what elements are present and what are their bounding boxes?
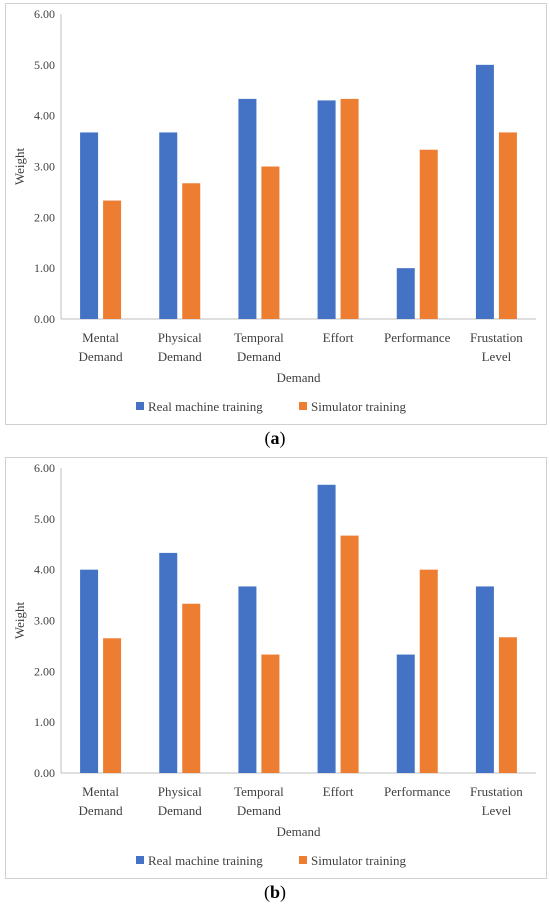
y-tick-label: 0.00 bbox=[34, 766, 55, 780]
x-tick-label: Temporal bbox=[234, 784, 284, 799]
x-tick-label: Frustation bbox=[470, 784, 523, 799]
bar-chart-a: 0.00 1.00 2.00 3.00 4.00 5.00 6.00 Weight Mental… bbox=[12, 7, 536, 414]
y-axis-title: Weight bbox=[12, 602, 27, 640]
y-tick-label: 6.00 bbox=[34, 461, 55, 475]
y-tick-label: 6.00 bbox=[34, 7, 55, 21]
y-tick-label: 1.00 bbox=[34, 261, 55, 275]
y-tick-label: 1.00 bbox=[34, 715, 55, 729]
bar bbox=[238, 98, 257, 320]
x-tick-label: Mental bbox=[82, 784, 119, 799]
y-tick-label: 4.00 bbox=[34, 563, 55, 577]
bar bbox=[475, 64, 494, 319]
y-tick-label: 5.00 bbox=[34, 512, 55, 526]
bar bbox=[419, 569, 438, 773]
legend-label: Simulator training bbox=[311, 399, 406, 414]
x-tick-label: Demand bbox=[158, 349, 203, 364]
x-tick-label: Performance bbox=[384, 330, 451, 345]
y-tick-label: 5.00 bbox=[34, 58, 55, 72]
bar-chart-b: 0.00 1.00 2.00 3.00 4.00 5.00 6.00 Weight Mental… bbox=[12, 461, 536, 868]
bar bbox=[238, 586, 257, 773]
x-tick-label: Level bbox=[482, 803, 512, 818]
bar bbox=[261, 166, 280, 319]
bar bbox=[396, 654, 415, 773]
x-tick-label: Level bbox=[482, 349, 512, 364]
caption-a: (a) bbox=[264, 428, 286, 448]
bar bbox=[396, 268, 415, 319]
x-axis-title: Demand bbox=[276, 824, 321, 839]
chart-panel-a: 0.00 1.00 2.00 3.00 4.00 5.00 6.00 Weight Mental… bbox=[5, 3, 547, 425]
x-tick-label: Demand bbox=[237, 349, 282, 364]
bar bbox=[159, 552, 178, 773]
x-axis-title: Demand bbox=[276, 370, 321, 385]
bar bbox=[419, 149, 438, 319]
y-tick-label: 2.00 bbox=[34, 210, 55, 224]
bar bbox=[498, 637, 517, 773]
bar bbox=[340, 535, 359, 773]
bar bbox=[317, 484, 336, 773]
bar bbox=[182, 183, 201, 319]
x-tick-label: Demand bbox=[79, 349, 124, 364]
x-tick-label: Physical bbox=[158, 330, 202, 345]
y-tick-label: 3.00 bbox=[34, 614, 55, 628]
caption-a-letter: a bbox=[270, 428, 280, 448]
chart-panel-b: 0.00 1.00 2.00 3.00 4.00 5.00 6.00 Weight Mental… bbox=[5, 457, 547, 879]
caption-b: (b) bbox=[263, 882, 286, 902]
x-tick-label: Effort bbox=[323, 330, 354, 345]
y-tick-label: 4.00 bbox=[34, 109, 55, 123]
x-tick-label: Demand bbox=[237, 803, 282, 818]
y-tick-label: 3.00 bbox=[34, 160, 55, 174]
bar bbox=[80, 569, 99, 773]
x-tick-label: Performance bbox=[384, 784, 451, 799]
legend-label: Simulator training bbox=[311, 853, 406, 868]
x-tick-label: Frustation bbox=[470, 330, 523, 345]
legend-swatch bbox=[299, 402, 307, 410]
x-tick-label: Effort bbox=[323, 784, 354, 799]
bar bbox=[475, 586, 494, 773]
x-tick-label: Demand bbox=[158, 803, 203, 818]
bar bbox=[498, 132, 517, 319]
bar bbox=[340, 98, 359, 320]
bar bbox=[317, 100, 336, 320]
legend-swatch bbox=[299, 856, 307, 864]
caption-b-letter: b bbox=[269, 882, 280, 902]
legend-label: Real machine training bbox=[148, 399, 263, 414]
bar bbox=[261, 654, 280, 773]
bar bbox=[80, 132, 99, 319]
bar bbox=[103, 638, 122, 773]
y-axis-title: Weight bbox=[12, 148, 27, 186]
y-tick-label: 0.00 bbox=[34, 312, 55, 326]
y-tick-label: 2.00 bbox=[34, 664, 55, 678]
legend-label: Real machine training bbox=[148, 853, 263, 868]
bar bbox=[159, 132, 178, 319]
x-tick-label: Mental bbox=[82, 330, 119, 345]
bar bbox=[182, 603, 201, 773]
x-tick-label: Demand bbox=[79, 803, 124, 818]
bar bbox=[103, 200, 122, 319]
legend-swatch bbox=[136, 402, 144, 410]
legend-swatch bbox=[136, 856, 144, 864]
x-tick-label: Temporal bbox=[234, 330, 284, 345]
x-tick-label: Physical bbox=[158, 784, 202, 799]
